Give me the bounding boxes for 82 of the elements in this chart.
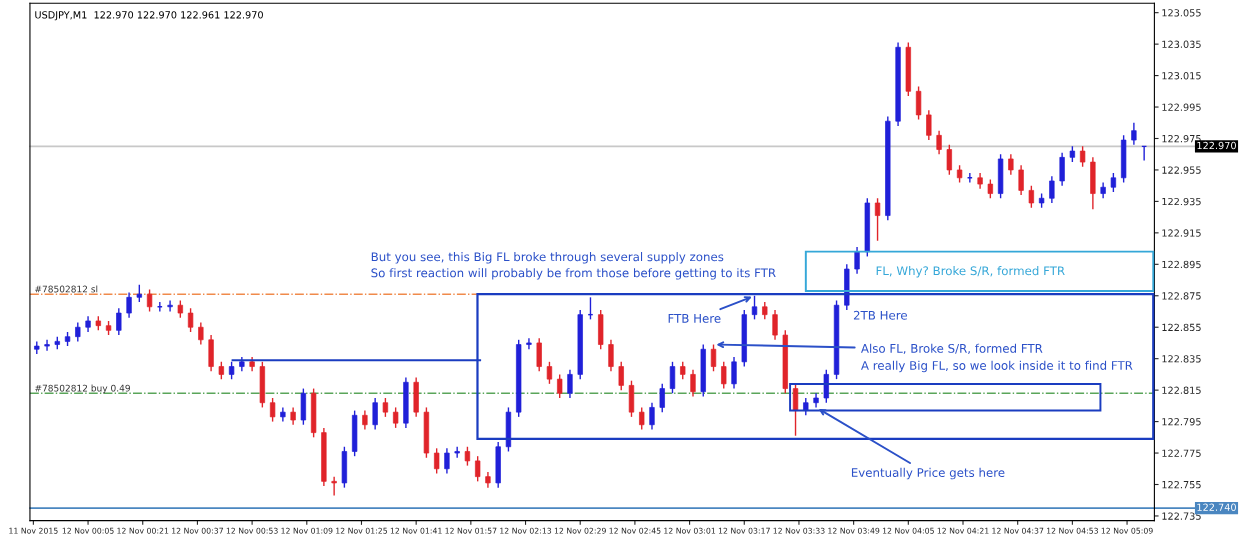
candlestick [618, 361, 624, 391]
candlestick [434, 447, 440, 475]
y-tick-label: 122.895 [1162, 260, 1201, 269]
candlestick [393, 406, 399, 429]
candlestick [567, 368, 573, 399]
candlestick [608, 339, 614, 372]
candlestick [454, 446, 460, 459]
y-tick-label: 122.815 [1162, 386, 1201, 394]
candlestick [690, 368, 696, 398]
candlestick [536, 337, 542, 372]
y-tick-label: 123.035 [1162, 40, 1201, 48]
candlestick [772, 309, 778, 341]
candlestick [1028, 184, 1035, 209]
text: USDJPY,M1 122.970 122.970 122.961 122.970 [35, 11, 263, 21]
candlestick [1049, 175, 1055, 204]
candlestick [464, 446, 471, 467]
candlestick [280, 406, 286, 423]
candlestick [936, 129, 942, 155]
ref-line-label: 122.740 [1197, 503, 1236, 511]
annotation: 2TB Here [853, 310, 907, 320]
y-tick-label: 122.775 [1162, 449, 1201, 457]
candlestick [1008, 153, 1014, 176]
y-tick-label: 122.855 [1162, 323, 1201, 332]
candlestick [475, 455, 481, 483]
candlestick [1110, 172, 1117, 193]
y-tick-label: 122.795 [1162, 418, 1201, 426]
candlestick [167, 299, 173, 313]
candlestick [444, 447, 450, 475]
candlestick [926, 109, 932, 141]
annotation: Also FL, Broke S/R, formed FTR [861, 343, 1043, 355]
annotation: Eventually Price gets here [851, 467, 1005, 480]
candlestick [557, 373, 563, 399]
candlestick [649, 402, 655, 431]
annotation: A really Big FL, so we look inside it to find FTR [861, 360, 1133, 373]
candlestick [1079, 145, 1086, 168]
ref-line-label: #78502812 sl [35, 285, 98, 293]
annotation: FL, Why? Broke S/R, formed FTR [876, 266, 1065, 278]
annotation: FTB Here [668, 314, 721, 323]
candlestick [915, 85, 922, 121]
candlestick [44, 339, 50, 352]
candlestick [823, 368, 829, 404]
candlestick [1131, 122, 1137, 146]
candlestick [874, 197, 881, 242]
y-tick-label: 123.015 [1162, 72, 1201, 80]
y-tick-label: 122.935 [1162, 197, 1201, 206]
candlestick [187, 307, 194, 333]
candlestick [126, 291, 132, 319]
candlestick [1059, 151, 1065, 187]
candlestick [269, 397, 276, 423]
y-tick-label: 122.835 [1162, 355, 1201, 363]
candlestick [372, 397, 378, 431]
candlestick [331, 475, 337, 497]
candlestick [198, 321, 204, 346]
candlestick [382, 397, 389, 418]
candlestick [731, 356, 737, 390]
y-tick-label: 122.755 [1162, 480, 1201, 489]
candlestick [526, 337, 532, 350]
ref-line-label: #78502812 buy 0.49 [35, 384, 130, 394]
candlestick [751, 295, 758, 321]
candlestick [639, 406, 645, 431]
candlestick [659, 383, 665, 413]
candlestick [1018, 164, 1024, 196]
y-tick-label: 122.955 [1162, 166, 1201, 174]
y-tick-label: 122.995 [1162, 103, 1201, 111]
annotation: So first reaction will probably be from those before getting to its FTR [371, 268, 776, 280]
candlestick [946, 144, 952, 176]
y-tick-label: 123.055 [1162, 9, 1201, 17]
candlestick [710, 343, 717, 372]
candlestick [966, 172, 973, 184]
candlestick [146, 288, 153, 313]
candlestick [546, 361, 553, 385]
annotation: But you see, this Big FL broke through several supply zones [371, 252, 724, 264]
y-tick-label: 122.875 [1162, 292, 1201, 300]
candlestick [987, 178, 993, 199]
candlestick [854, 246, 860, 275]
candlestick [721, 361, 727, 390]
ref-line-label: 122.970 [1197, 141, 1236, 150]
candlestick [116, 307, 122, 336]
y-tick-label: 122.915 [1162, 229, 1201, 237]
candlestick [669, 361, 676, 394]
candlestick [75, 321, 81, 343]
candlestick [362, 409, 368, 431]
